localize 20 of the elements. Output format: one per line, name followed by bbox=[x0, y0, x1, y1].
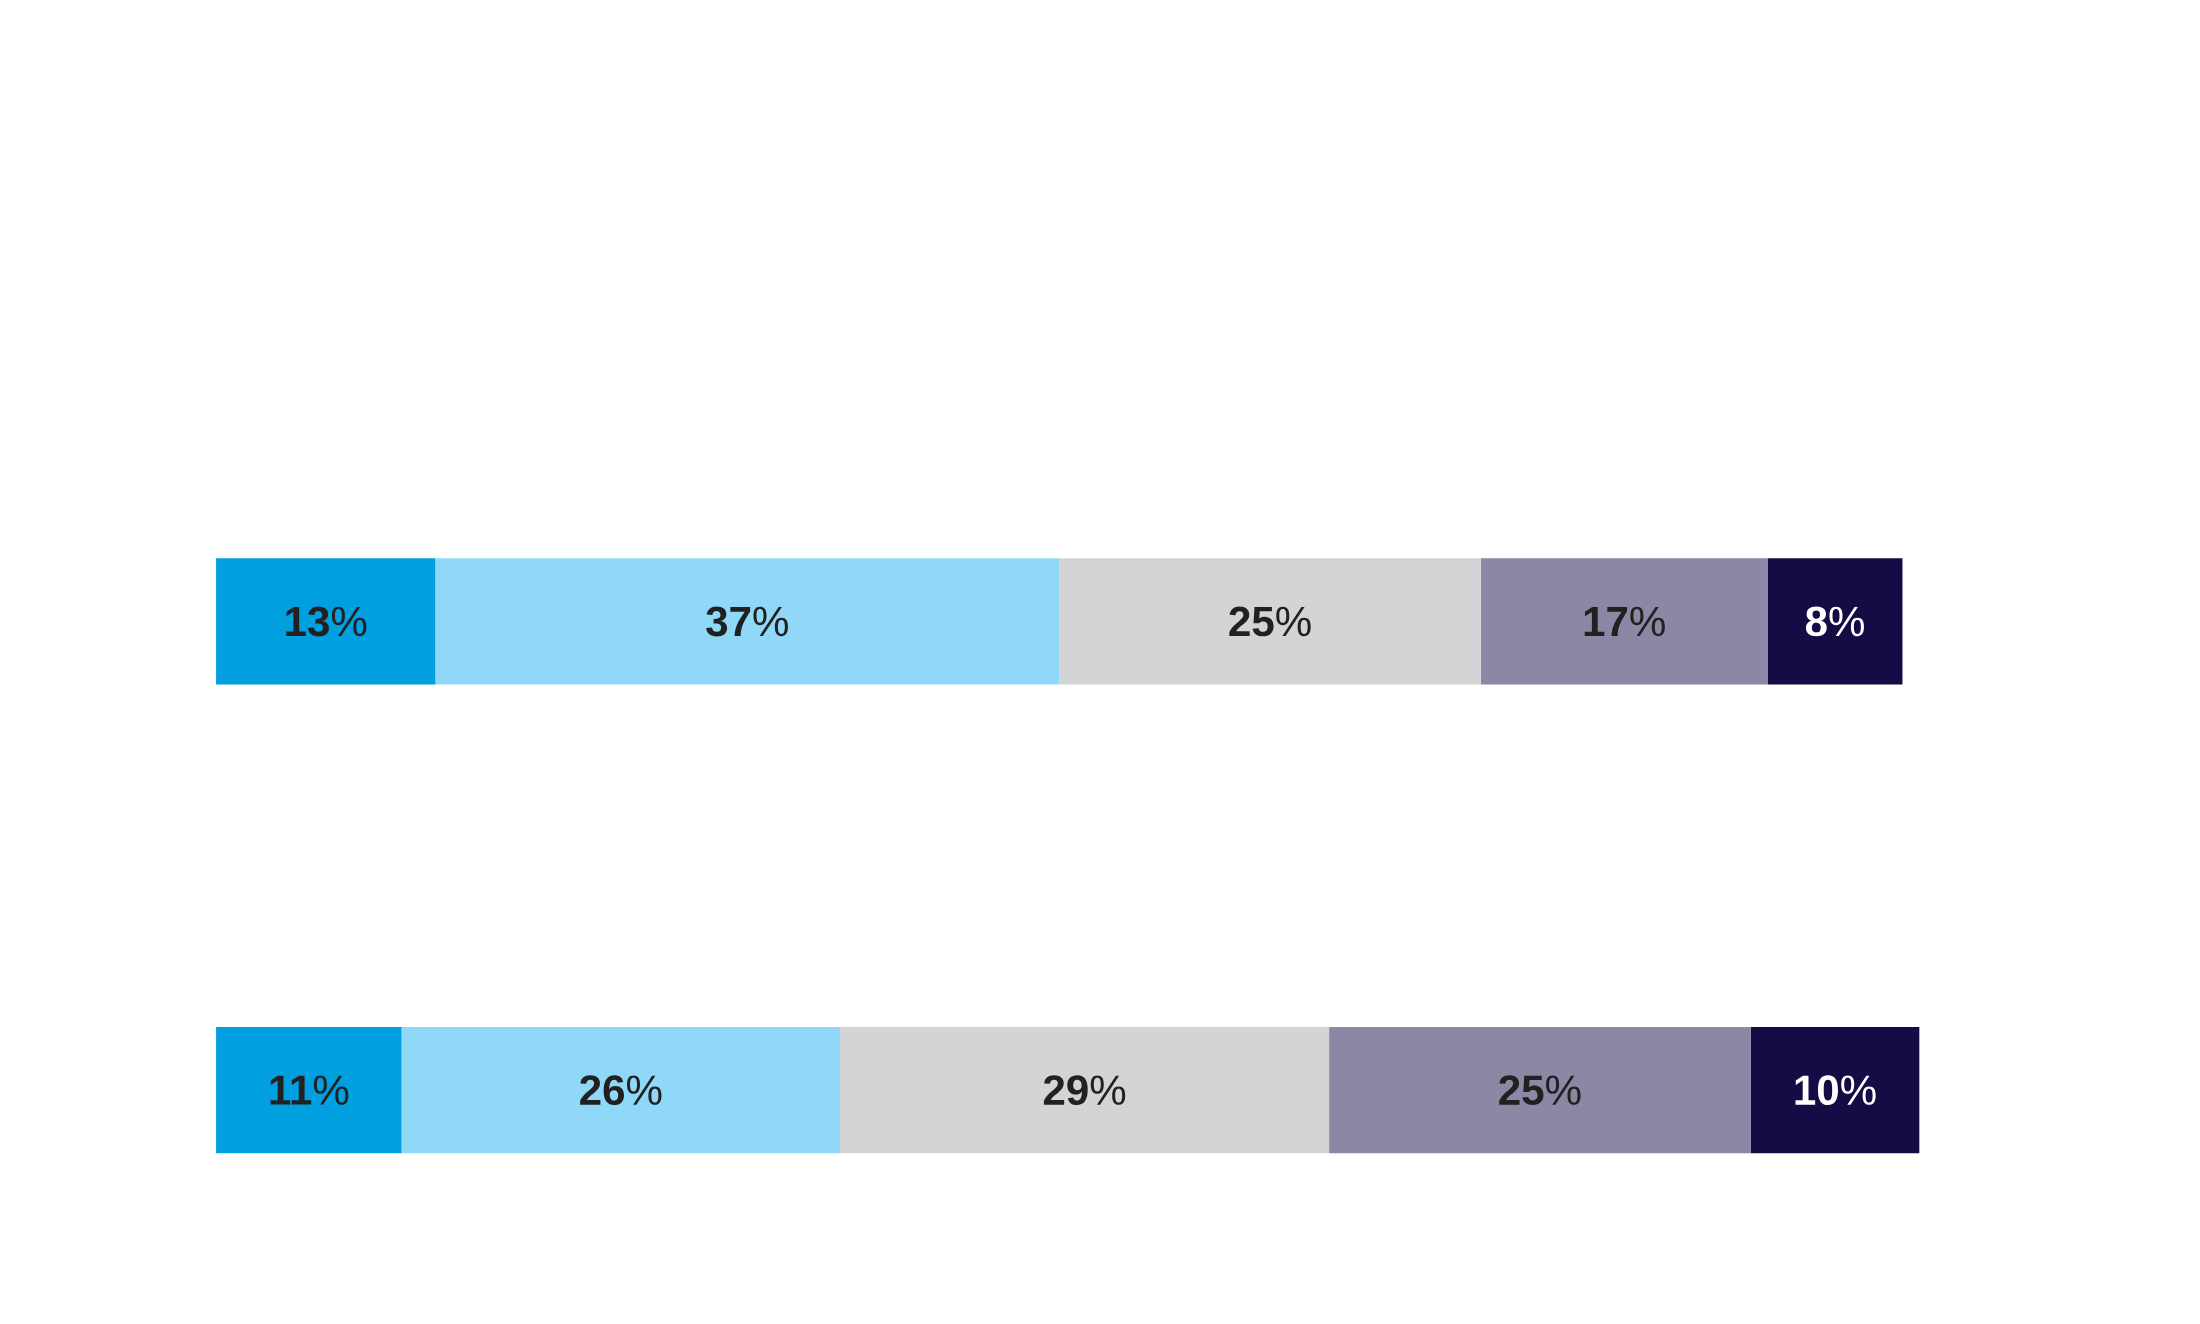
bar bbox=[840, 1026, 1330, 1154]
bar bbox=[216, 558, 436, 685]
bar bbox=[1767, 558, 1903, 685]
bar bbox=[1059, 558, 1481, 685]
data-label: 13% bbox=[286, 606, 367, 637]
bar bbox=[1329, 1026, 1751, 1154]
data-label: 11% bbox=[270, 1075, 349, 1105]
data-label: 37% bbox=[706, 606, 788, 637]
bar bbox=[401, 1026, 841, 1154]
bar bbox=[435, 558, 1060, 685]
data-label: 8% bbox=[1805, 606, 1864, 637]
bar bbox=[1750, 1026, 1920, 1154]
data-label: 29% bbox=[1043, 1075, 1126, 1105]
bar bbox=[216, 1026, 402, 1154]
data-label: 25% bbox=[1229, 606, 1311, 637]
data-label: 10% bbox=[1795, 1075, 1876, 1105]
bar bbox=[1480, 558, 1768, 685]
data-label: 25% bbox=[1499, 1075, 1581, 1105]
data-label: 17% bbox=[1584, 606, 1665, 636]
data-label: 26% bbox=[580, 1075, 662, 1105]
